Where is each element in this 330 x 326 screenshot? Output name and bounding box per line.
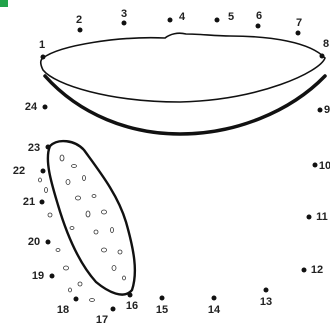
bowl-rim — [41, 33, 325, 102]
dot — [50, 274, 55, 279]
dot — [313, 163, 318, 168]
dot — [320, 54, 325, 59]
dot-label: 14 — [208, 304, 221, 316]
dot — [215, 18, 220, 23]
dot-label: 23 — [28, 142, 40, 154]
dot-label: 22 — [13, 165, 25, 177]
dot — [46, 145, 51, 150]
dot-label: 9 — [324, 104, 330, 116]
dot — [307, 215, 312, 220]
dot-label: 2 — [76, 14, 82, 26]
dot — [256, 24, 261, 29]
dot — [41, 55, 46, 60]
dot-label: 12 — [311, 264, 323, 276]
dot — [128, 293, 133, 298]
dot — [318, 108, 323, 113]
dot — [122, 21, 127, 26]
dot-label: 10 — [319, 160, 330, 172]
dot — [212, 296, 217, 301]
dot — [74, 297, 79, 302]
dot — [40, 200, 45, 205]
puzzle: 1 2 3 4 5 6 7 8 9 10 11 12 13 14 15 16 1… — [0, 0, 330, 326]
dot-label: 24 — [25, 101, 38, 113]
page: 1 2 3 4 5 6 7 8 9 10 11 12 13 14 15 16 1… — [0, 0, 330, 326]
dot-label: 21 — [23, 196, 35, 208]
dot-label: 18 — [57, 304, 69, 316]
dot — [43, 105, 48, 110]
dot-label: 7 — [296, 17, 302, 29]
dot-label: 17 — [96, 314, 108, 326]
dot — [264, 288, 269, 293]
dot-label: 1 — [39, 39, 45, 51]
dot-label: 5 — [228, 11, 234, 23]
dot-label: 3 — [121, 8, 127, 20]
dot-label: 11 — [316, 211, 328, 223]
leaf — [48, 141, 135, 295]
dot — [160, 296, 165, 301]
dot-label: 13 — [260, 296, 272, 308]
dot-label: 16 — [126, 300, 138, 312]
dot-label: 15 — [156, 304, 168, 316]
dot-label: 6 — [256, 10, 262, 22]
corner-tab — [0, 0, 8, 7]
dot-label: 8 — [323, 38, 329, 50]
dot — [111, 307, 116, 312]
dot — [41, 169, 46, 174]
dot — [302, 268, 307, 273]
dot — [46, 240, 51, 245]
bowl-base — [45, 76, 325, 134]
dot-label: 4 — [179, 11, 186, 23]
dot-label: 19 — [32, 270, 44, 282]
dot-label: 20 — [28, 236, 40, 248]
dot — [78, 28, 83, 33]
dot — [168, 18, 173, 23]
dot — [296, 31, 301, 36]
